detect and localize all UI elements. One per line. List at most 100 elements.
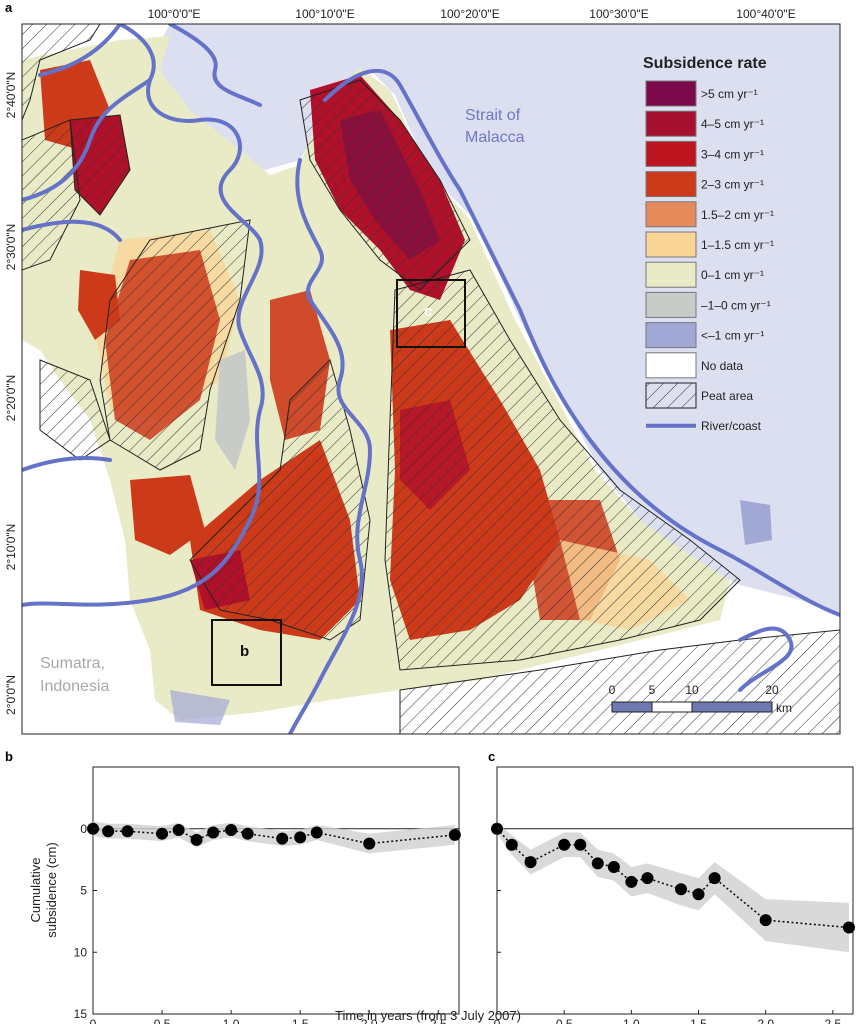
legend-label-8: <–1 cm yr⁻¹ bbox=[701, 329, 764, 343]
box-b bbox=[211, 619, 282, 686]
panel-a-letter: a bbox=[5, 0, 13, 15]
x-tick-label: 1.0 bbox=[623, 1017, 640, 1024]
legend-label-0: >5 cm yr⁻¹ bbox=[701, 87, 758, 101]
box-b-label: b bbox=[240, 643, 249, 660]
rivers-coast bbox=[22, 24, 840, 734]
coord-lat-2-10: 2°10'0"N bbox=[4, 524, 18, 571]
legend-swatch-9 bbox=[645, 352, 697, 379]
data-point bbox=[207, 826, 220, 839]
coord-lat-2-20: 2°20'0"N bbox=[4, 375, 18, 422]
box-c bbox=[396, 279, 466, 348]
scale-bar: 0 5 10 20 km bbox=[609, 683, 792, 715]
data-point bbox=[156, 827, 169, 840]
legend-label-1: 4–5 cm yr⁻¹ bbox=[701, 117, 764, 131]
x-tick-label: 2.0 bbox=[361, 1017, 378, 1024]
coord-lon-100-00: 100°0'0"E bbox=[148, 7, 201, 21]
legend-swatch-1 bbox=[645, 110, 697, 137]
x-tick-label: 2.5 bbox=[825, 1017, 842, 1024]
plot-c: 0 0.5 1.0 1.5 2.0 2.5 bbox=[491, 766, 855, 1024]
legend-swatch-8 bbox=[645, 322, 697, 349]
data-point bbox=[524, 856, 537, 869]
data-point bbox=[625, 875, 638, 888]
xlabel: Time in years (from 3 July 2007) bbox=[335, 1008, 521, 1023]
legend-label-11: River/coast bbox=[701, 419, 762, 433]
y-tick-label: 5 bbox=[80, 884, 87, 898]
plot-b: 0 0.5 1.0 1.5 2.0 2.5 0 5 10 15 bbox=[74, 766, 461, 1024]
legend-label-10: Peat area bbox=[701, 389, 753, 403]
map-top-coords: 100°0'0"E 100°10'0"E 100°20'0"E 100°30'0… bbox=[148, 7, 796, 21]
data-point bbox=[363, 837, 376, 850]
map-left-coords: 2°40'0"N 2°30'0"N 2°20'0"N 2°10'0"N 2°0'… bbox=[4, 72, 18, 715]
x-tick-label: 1.0 bbox=[223, 1017, 240, 1024]
y-tick-label: 15 bbox=[74, 1007, 88, 1021]
map-panel: b c Strait of Malacca Sumatra, Indonesia… bbox=[22, 24, 840, 734]
coord-lon-100-40: 100°40'0"E bbox=[736, 7, 795, 21]
data-point bbox=[294, 831, 307, 844]
legend-swatch-0 bbox=[645, 80, 697, 107]
x-tick-label: 2.0 bbox=[757, 1017, 774, 1024]
data-point bbox=[190, 833, 203, 846]
legend-swatch-5 bbox=[645, 231, 697, 258]
y-tick-label: 0 bbox=[80, 822, 87, 836]
data-point bbox=[708, 872, 721, 885]
data-point bbox=[505, 838, 518, 851]
coord-lon-100-20: 100°20'0"E bbox=[440, 7, 499, 21]
legend-title: Subsidence rate bbox=[643, 55, 767, 72]
x-tick-label: 0.5 bbox=[556, 1017, 573, 1024]
x-tick-label: 2.5 bbox=[430, 1017, 447, 1024]
data-point bbox=[759, 914, 772, 927]
plot-b-frame bbox=[92, 766, 460, 1015]
ylabel-line1: Cumulative bbox=[28, 857, 43, 922]
legend-swatch-7 bbox=[645, 291, 697, 318]
data-point bbox=[225, 823, 238, 836]
y-tick-label: 10 bbox=[74, 945, 88, 959]
data-point bbox=[607, 861, 620, 874]
series-line bbox=[496, 828, 850, 929]
coord-lat-2-40: 2°40'0"N bbox=[4, 72, 18, 119]
legend-label-7: –1–0 cm yr⁻¹ bbox=[701, 298, 771, 312]
data-point bbox=[276, 832, 289, 845]
peat-areas bbox=[22, 24, 840, 734]
data-point bbox=[241, 827, 254, 840]
scale-label-5: 5 bbox=[649, 683, 656, 697]
coord-lat-2-00: 2°0'0"N bbox=[4, 675, 18, 715]
data-point bbox=[842, 921, 855, 934]
map-frame bbox=[21, 23, 841, 735]
data-point bbox=[121, 825, 134, 838]
x-tick-label: 1.5 bbox=[292, 1017, 309, 1024]
legend-swatch-peat bbox=[645, 382, 697, 409]
legend-label-4: 1.5–2 cm yr⁻¹ bbox=[701, 208, 774, 222]
coord-lon-100-30: 100°30'0"E bbox=[589, 7, 648, 21]
data-point bbox=[310, 826, 323, 839]
legend-label-5: 1–1.5 cm yr⁻¹ bbox=[701, 238, 774, 252]
scale-label-10: 10 bbox=[685, 683, 699, 697]
data-point bbox=[102, 825, 115, 838]
legend-swatch-2 bbox=[645, 140, 697, 167]
scale-label-20: 20 bbox=[765, 683, 779, 697]
data-point bbox=[558, 838, 571, 851]
data-point bbox=[574, 838, 587, 851]
x-tick-label: 1.5 bbox=[690, 1017, 707, 1024]
legend-label-2: 3–4 cm yr⁻¹ bbox=[701, 147, 764, 161]
data-point bbox=[675, 883, 688, 896]
legend: Subsidence rate >5 cm yr⁻¹ 4–5 cm yr⁻¹ 3–4… bbox=[643, 55, 774, 433]
data-point bbox=[692, 888, 705, 901]
data-point bbox=[448, 828, 461, 841]
x-tick-label: 0.5 bbox=[154, 1017, 171, 1024]
legend-label-3: 2–3 cm yr⁻¹ bbox=[701, 178, 764, 192]
legend-label-9: No data bbox=[701, 359, 743, 373]
land-label-line1: Sumatra, bbox=[40, 655, 105, 672]
panel-c-letter: c bbox=[488, 749, 495, 764]
legend-swatch-3 bbox=[645, 171, 697, 198]
legend-label-6: 0–1 cm yr⁻¹ bbox=[701, 268, 764, 282]
coord-lon-100-10: 100°10'0"E bbox=[295, 7, 354, 21]
x-tick-label: 0 bbox=[90, 1017, 97, 1024]
x-tick-label: 0 bbox=[494, 1017, 501, 1024]
coord-lat-2-30: 2°30'0"N bbox=[4, 224, 18, 271]
box-c-label: c bbox=[424, 303, 432, 320]
panel-b-letter: b bbox=[5, 749, 13, 764]
legend-swatch-6 bbox=[645, 261, 697, 288]
data-point bbox=[172, 823, 185, 836]
data-point bbox=[591, 857, 604, 870]
